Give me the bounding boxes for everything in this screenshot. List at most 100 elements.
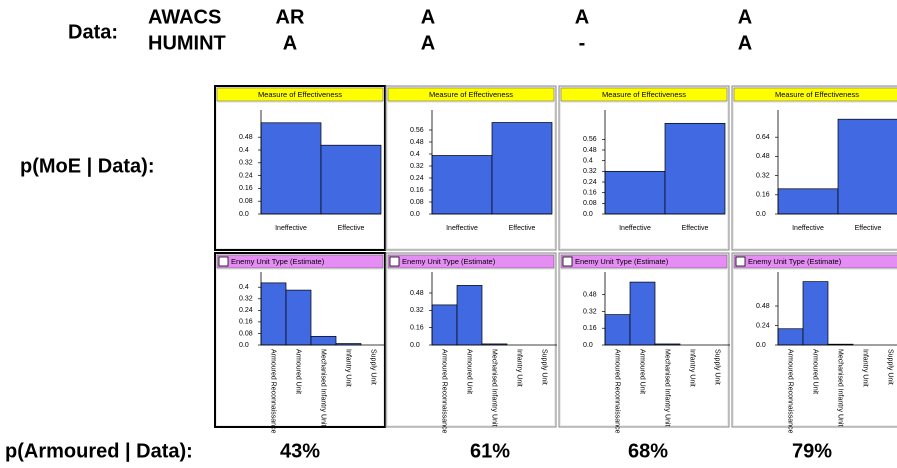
y-tick-label: 0.16	[239, 185, 253, 192]
y-tick-label: 0.24	[410, 175, 424, 182]
data-label: Data:	[68, 21, 118, 43]
y-tick-label: 0.32	[583, 168, 597, 175]
bar	[777, 328, 804, 346]
data-value: -	[579, 32, 586, 54]
title-bar	[560, 254, 728, 269]
y-tick-label: 0.32	[239, 160, 253, 167]
bar	[320, 144, 382, 215]
chart-panel: Enemy Unit Type (Estimate) 0.0 0.08 0.16 0.2…	[214, 252, 386, 434]
y-tick-label: 0.16	[239, 319, 253, 326]
node-icon	[562, 256, 573, 267]
x-tick-label: Infantry Unit	[345, 349, 352, 387]
y-tick-label: 0.48	[239, 134, 253, 141]
title-bar	[387, 87, 555, 102]
x-tick-label: Armoured Reconnaissance	[441, 349, 448, 434]
bar	[802, 281, 829, 346]
data-value: A	[738, 32, 752, 54]
title-bar	[733, 87, 897, 102]
y-tick-label: 0.4	[583, 158, 593, 165]
chart-panel: Measure of Effectiveness 0.0 0.16 0.32 0.48 0…	[731, 85, 897, 251]
x-tick-label: Mechanised Infantry Unit	[491, 349, 498, 426]
y-tick-label: 0.08	[410, 199, 424, 206]
x-tick-label: Supply Unit	[714, 349, 721, 385]
chart-title: Enemy Unit Type (Estimate)	[748, 257, 842, 266]
bar	[260, 282, 287, 346]
y-tick-label: 0.0	[410, 211, 420, 218]
y-tick-label: 0.0	[239, 211, 249, 218]
y-tick-label: 0.24	[239, 307, 253, 314]
y-tick-label: 0.0	[410, 342, 420, 349]
y-tick-label: 0.48	[756, 153, 770, 160]
title-bar	[387, 254, 555, 269]
node-icon	[218, 256, 229, 267]
chart-panel: Enemy Unit Type (Estimate) 0.0 0.16 0.32 0.4…	[385, 252, 557, 434]
x-tick-label: Armoured Reconnaissance	[614, 349, 621, 434]
x-tick-label: Ineffective	[792, 225, 824, 232]
bar	[604, 170, 666, 215]
armoured-probability: 43%	[280, 440, 320, 462]
bar	[456, 285, 483, 346]
y-tick-label: 0.32	[583, 308, 597, 315]
x-tick-label: Infantry Unit	[689, 349, 696, 387]
bar	[285, 289, 312, 346]
chart-title: Measure of Effectiveness	[775, 90, 859, 99]
y-tick-label: 0.24	[239, 172, 253, 179]
x-tick-label: Armoured Unit	[466, 349, 473, 394]
x-tick-label: Ineffective	[275, 225, 307, 232]
data-value: A	[421, 6, 435, 28]
chart-title: Enemy Unit Type (Estimate)	[402, 257, 496, 266]
x-tick-label: Effective	[682, 225, 709, 232]
y-tick-label: 0.16	[410, 325, 424, 332]
y-tick-label: 0.0	[583, 342, 593, 349]
data-value: A	[421, 32, 435, 54]
x-tick-label: Ineffective	[446, 225, 478, 232]
y-tick-label: 0.48	[583, 147, 597, 154]
bar	[431, 155, 493, 215]
chart-title: Measure of Effectiveness	[429, 90, 513, 99]
bar	[664, 122, 726, 215]
x-tick-label: Infantry Unit	[516, 349, 523, 387]
y-tick-label: 0.4	[239, 147, 249, 154]
bar	[777, 188, 839, 215]
chart-panel: Measure of Effectiveness 0.0 0.08 0.16 0.24 0…	[385, 85, 557, 251]
y-tick-label: 0.32	[410, 163, 424, 170]
row-label: p(Armoured | Data):	[5, 440, 193, 462]
x-tick-label: Supply Unit	[370, 349, 377, 385]
y-tick-label: 0.64	[756, 134, 770, 141]
y-tick-label: 0.0	[756, 211, 766, 218]
x-tick-label: Armoured Reconnaissance	[270, 349, 277, 434]
x-tick-label: Supply Unit	[887, 349, 894, 385]
bar	[491, 122, 553, 215]
y-tick-label: 0.4	[239, 284, 249, 291]
x-tick-label: Infantry Unit	[862, 349, 869, 387]
x-tick-label: Armoured Unit	[812, 349, 819, 394]
y-tick-label: 0.0	[756, 342, 766, 349]
bar	[310, 335, 337, 346]
y-tick-label: 0.24	[756, 322, 770, 329]
x-tick-label: Effective	[855, 225, 882, 232]
armoured-probability: 61%	[470, 440, 510, 462]
y-tick-label: 0.48	[410, 139, 424, 146]
chart-title: Enemy Unit Type (Estimate)	[575, 257, 669, 266]
title-bar	[560, 87, 728, 102]
bar	[260, 122, 322, 215]
y-tick-label: 0.08	[239, 330, 253, 337]
y-tick-label: 0.56	[583, 136, 597, 143]
y-tick-label: 0.08	[583, 200, 597, 207]
x-tick-label: Armoured Unit	[295, 349, 302, 394]
title-bar	[216, 87, 384, 102]
y-tick-label: 0.32	[756, 172, 770, 179]
armoured-probability: 79%	[792, 440, 832, 462]
x-tick-label: Mechanised Infantry Unit	[320, 349, 327, 426]
y-tick-label: 0.16	[583, 190, 597, 197]
chart-title: Measure of Effectiveness	[602, 90, 686, 99]
chart-panel: Measure of Effectiveness 0.0 0.08 0.16 0.24 0…	[558, 85, 730, 251]
data-value: A	[738, 6, 752, 28]
data-value: A	[575, 6, 589, 28]
data-value: A	[283, 32, 297, 54]
x-tick-label: Armoured Reconnaissance	[787, 349, 794, 434]
y-tick-label: 0.16	[410, 187, 424, 194]
y-tick-label: 0.48	[583, 292, 597, 299]
x-tick-label: Effective	[509, 225, 536, 232]
y-tick-label: 0.16	[583, 325, 597, 332]
